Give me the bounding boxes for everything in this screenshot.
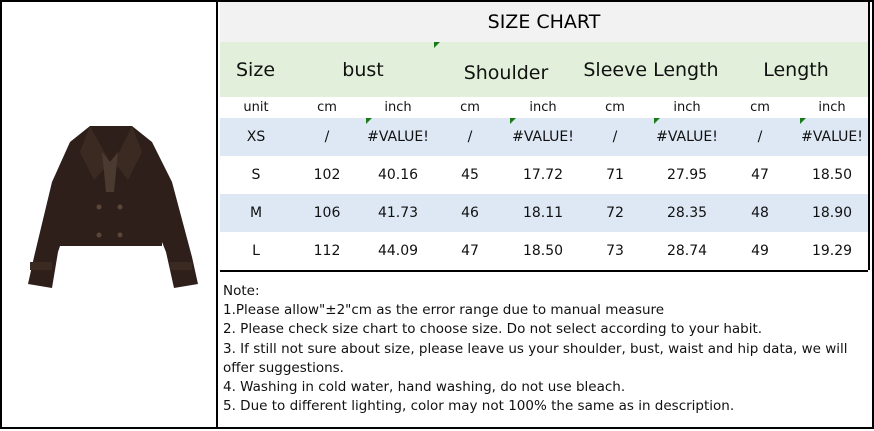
table-cell: 28.35 — [666, 205, 708, 221]
divider — [220, 270, 868, 272]
table-cell: 28.74 — [666, 243, 708, 259]
table-cell: 27.95 — [666, 167, 708, 183]
unit-cell: inch — [384, 100, 412, 115]
unit-cell: cm — [317, 100, 337, 115]
unit-cell: unit — [243, 100, 269, 115]
table-cell: 47 — [751, 167, 769, 183]
unit-cell: cm — [750, 100, 770, 115]
table-row: S 102 40.16 45 17.72 71 27.95 47 18.50 — [220, 156, 868, 194]
table-cell: 49 — [751, 243, 769, 259]
table-cell: / — [467, 129, 473, 145]
unit-cell: inch — [673, 100, 701, 115]
table-cell: 46 — [461, 205, 479, 221]
table-cell: L — [252, 243, 260, 259]
unit-cell: inch — [818, 100, 846, 115]
header-sleeve-length: Sleeve Length — [583, 58, 719, 81]
units-row: unit cm inch cm inch cm inch cm inch — [220, 97, 868, 118]
table-cell: 112 — [313, 243, 341, 259]
table-cell: 102 — [313, 167, 341, 183]
cell-marker — [510, 118, 516, 124]
table-cell: 73 — [606, 243, 624, 259]
table-cell: 18.50 — [522, 243, 564, 259]
table-cell: / — [324, 129, 330, 145]
product-image-panel — [2, 2, 218, 427]
notes: Note: 1.Please allow"±2"cm as the error r… — [220, 274, 868, 416]
table-cell: / — [612, 129, 618, 145]
table-cell: #VALUE! — [650, 118, 724, 156]
table-cell: 41.73 — [377, 205, 419, 221]
header-shoulder: Shoulder — [463, 61, 549, 84]
note-line: 1.Please allow"±2"cm as the error range … — [223, 302, 665, 319]
table-cell: 18.90 — [811, 205, 853, 221]
note-line: 2. Please check size chart to choose siz… — [223, 321, 763, 338]
table-row: M 106 41.73 46 18.11 72 28.35 48 18.90 — [220, 194, 868, 232]
size-table: SIZE CHART Size bust Shoulder Sleeve Len… — [220, 2, 870, 272]
table-cell: 106 — [313, 205, 341, 221]
table-cell: 72 — [606, 205, 624, 221]
table-row: L 112 44.09 47 18.50 73 28.74 49 19.29 — [220, 232, 868, 270]
table-cell: XS — [246, 129, 266, 145]
table-cell: #VALUE! — [506, 118, 580, 156]
table-cell: / — [757, 129, 763, 145]
cell-marker — [654, 118, 660, 124]
table-cell: 19.29 — [811, 243, 853, 259]
table-cell: #VALUE! — [796, 118, 868, 156]
table-cell: 45 — [461, 167, 479, 183]
note-line: Note: — [223, 283, 260, 299]
table-cell: 18.11 — [522, 205, 564, 221]
table-cell: 71 — [606, 167, 624, 183]
table-cell: M — [249, 205, 263, 221]
cell-marker — [366, 118, 372, 124]
header-bust: bust — [342, 58, 384, 81]
table-cell: #VALUE! — [362, 118, 434, 156]
header-row: Size bust Shoulder Sleeve Length Length — [220, 42, 868, 97]
cell-marker — [800, 118, 806, 124]
note-line: 3. If still not sure about size, please … — [223, 340, 848, 376]
cell-marker — [434, 42, 440, 48]
jacket-image — [28, 126, 198, 288]
chart-title: SIZE CHART — [220, 2, 868, 42]
note-line: 4. Washing in cold water, hand washing, … — [223, 379, 626, 396]
table-cell: 48 — [751, 205, 769, 221]
header-length: Length — [763, 58, 829, 81]
unit-cell: cm — [605, 100, 625, 115]
unit-cell: inch — [529, 100, 557, 115]
unit-cell: cm — [460, 100, 480, 115]
table-row: XS / #VALUE! / #VALUE! / #VALUE! / #VALUE! — [220, 118, 868, 156]
size-chart: SIZE CHART Size bust Shoulder Sleeve Len… — [220, 2, 872, 427]
table-cell: 44.09 — [377, 243, 419, 259]
header-size: Size — [236, 58, 276, 81]
table-cell: 18.50 — [811, 167, 853, 183]
table-cell: 40.16 — [377, 167, 419, 183]
table-cell: S — [251, 167, 261, 183]
table-cell: 47 — [461, 243, 479, 259]
table-cell: 17.72 — [522, 167, 564, 183]
note-line: 5. Due to different lighting, color may … — [223, 398, 735, 415]
